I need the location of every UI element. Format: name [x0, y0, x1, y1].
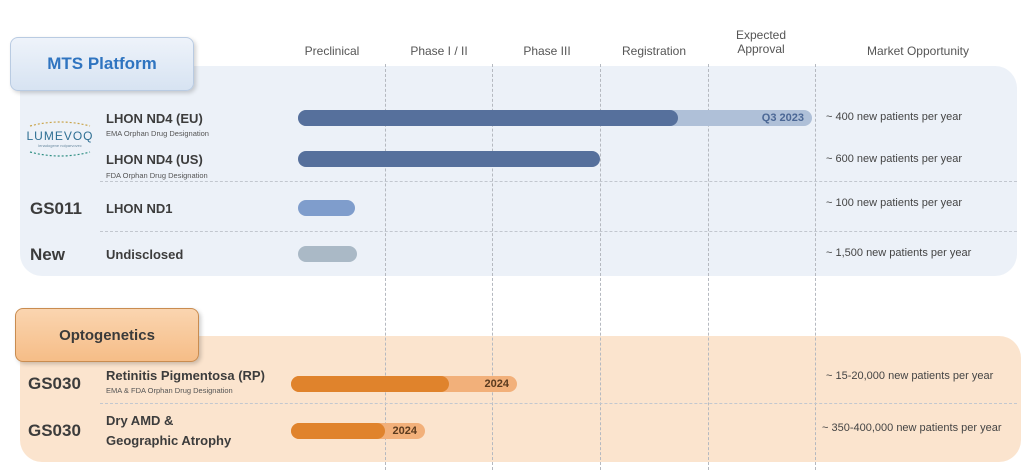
program-code: New: [30, 245, 65, 264]
row-separator: [100, 181, 1017, 182]
program-name: LHON ND4 (US): [106, 152, 203, 167]
header-market-opportunity: Market Opportunity: [866, 44, 970, 58]
program-name: LHON ND1: [106, 201, 173, 216]
header-expected-approval: Expected Approval: [706, 28, 816, 56]
divider-market: [815, 64, 816, 470]
timeline-bar-progress: [291, 423, 385, 439]
row-separator: [100, 403, 1017, 404]
market-opportunity: ~ 600 new patients per year: [826, 153, 963, 165]
header-phase-3: Phase III: [523, 44, 571, 58]
divider-phase-3: [492, 64, 493, 470]
header-expected: Expected: [735, 28, 787, 42]
market-opportunity: ~ 100 new patients per year: [826, 197, 963, 209]
program-name-line2: Geographic Atrophy: [106, 433, 232, 448]
timeline-bar-progress: [298, 110, 678, 126]
bar-label: 2024: [484, 378, 509, 390]
program-designation: EMA Orphan Drug Designation: [106, 129, 209, 138]
program-code: GS030: [28, 374, 81, 393]
svg-text:lenadogene nolparvovec: lenadogene nolparvovec: [38, 143, 82, 148]
header-registration: Registration: [621, 44, 687, 58]
optogenetics-tag: Optogenetics: [15, 308, 199, 362]
timeline-bar-progress: [298, 200, 355, 216]
program-name: Undisclosed: [106, 247, 184, 262]
header-approval: Approval: [737, 42, 785, 56]
svg-text:LUMEVOQ: LUMEVOQ: [26, 129, 93, 143]
divider-phase-1: [385, 64, 386, 470]
market-opportunity: ~ 1,500 new patients per year: [826, 247, 972, 259]
bar-label: Q3 2023: [761, 112, 804, 124]
timeline-bar-progress: [298, 246, 357, 262]
program-code: GS030: [28, 421, 81, 440]
mts-panel: [20, 66, 1017, 276]
program-designation: FDA Orphan Drug Designation: [106, 171, 208, 180]
header-preclinical: Preclinical: [304, 44, 360, 58]
lumevoq-logo: LUMEVOQ lenadogene nolparvovec: [24, 118, 96, 160]
bar-label: 2024: [392, 425, 417, 437]
program-name: Retinitis Pigmentosa (RP): [106, 368, 265, 383]
divider-registration: [600, 64, 601, 470]
program-code: GS011: [30, 199, 82, 218]
timeline-bar-progress: [291, 376, 449, 392]
market-opportunity: ~ 15-20,000 new patients per year: [826, 370, 994, 382]
lumevoq-logo-mark: LUMEVOQ lenadogene nolparvovec: [26, 121, 93, 157]
program-name: LHON ND4 (EU): [106, 111, 203, 126]
timeline-bar-progress: [298, 151, 600, 167]
market-opportunity: ~ 350-400,000 new patients per year: [822, 422, 1002, 434]
row-separator: [100, 231, 1017, 232]
divider-approval: [708, 64, 709, 470]
market-opportunity: ~ 400 new patients per year: [826, 111, 963, 123]
header-phase-1-2: Phase I / II: [410, 44, 468, 58]
program-designation: EMA & FDA Orphan Drug Designation: [106, 386, 233, 395]
program-name-line1: Dry AMD &: [106, 413, 174, 428]
mts-platform-tag: MTS Platform: [10, 37, 194, 91]
